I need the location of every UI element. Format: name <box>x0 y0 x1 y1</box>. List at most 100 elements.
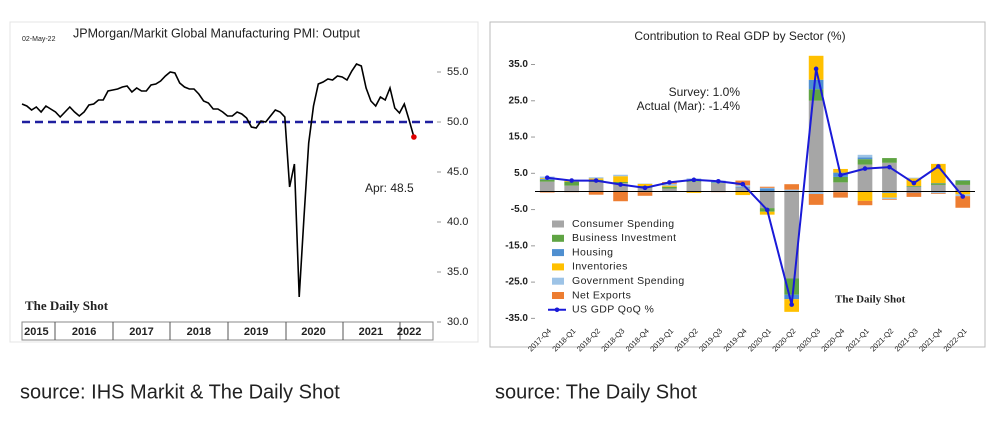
legend-label: Business Investment <box>572 232 676 244</box>
bar-segment <box>613 176 628 183</box>
bar-segment <box>833 192 848 198</box>
source-2: source: The Daily Shot <box>495 381 697 403</box>
gdp-point <box>667 180 672 185</box>
x-tick-label: 2016 <box>72 326 96 338</box>
bar-segment <box>882 191 897 193</box>
bar-segment <box>588 182 604 192</box>
x-tick-label: 2015 <box>24 326 48 338</box>
panel-1 <box>9 21 479 343</box>
y-tick-label: 55.0 <box>447 66 468 78</box>
gdp-line <box>547 68 964 305</box>
bar-segment <box>857 164 873 192</box>
bar-segment <box>882 197 897 200</box>
bar-segment <box>686 191 702 193</box>
bar-segment <box>662 185 677 187</box>
bar-segment <box>784 191 799 279</box>
chart-title: Contribution to Real GDP by Sector (%) <box>634 29 845 43</box>
gdp-point <box>569 178 574 183</box>
bar-segment <box>613 191 628 202</box>
legend-symbol <box>554 307 560 313</box>
source-1: source: IHS Markit & The Daily Shot <box>20 381 340 403</box>
x-tick-label: 2021 <box>359 326 383 338</box>
bar-segment <box>906 186 922 192</box>
bar-segment <box>955 184 971 192</box>
gdp-point <box>764 207 770 213</box>
bar-segment <box>662 183 677 186</box>
gdp-point <box>960 194 966 199</box>
year-separators <box>54 322 401 340</box>
y-tick-label: 15.0 <box>509 132 529 143</box>
bar-segment <box>857 157 873 160</box>
bar-segment <box>808 79 824 90</box>
y-tick-label: 5.0 <box>514 168 528 179</box>
bar-segment <box>735 191 751 196</box>
legend-symbol <box>552 234 564 242</box>
bar-segment <box>564 185 579 192</box>
y-tick-label: 40.0 <box>447 216 468 228</box>
bar-segment <box>662 186 677 189</box>
y-tick-label: 45.0 <box>447 166 468 178</box>
bar-segment <box>759 186 775 188</box>
bar-segment <box>808 193 824 205</box>
annotation: Actual (Mar): -1.4% <box>637 99 741 113</box>
last-point <box>411 134 417 140</box>
gdp-point <box>618 182 623 187</box>
bar-segment <box>808 89 824 101</box>
legend-label: US GDP QoQ % <box>572 304 654 316</box>
x-tick-label: 2022 <box>397 326 421 338</box>
bar-segment <box>931 183 946 185</box>
bar-segment <box>613 183 628 192</box>
bar-segment <box>759 187 775 189</box>
bar-segment <box>931 191 946 194</box>
watermark: The Daily Shot <box>25 298 109 313</box>
bar-segment <box>833 182 848 192</box>
legend-label: Consumer Spending <box>572 218 675 230</box>
bar-segment <box>882 192 897 198</box>
bar-segment <box>906 192 922 197</box>
gdp-point <box>862 166 868 171</box>
chart-title: JPMorgan/Markit Global Manufacturing PMI… <box>73 26 360 40</box>
bar-segment <box>759 188 775 192</box>
bar-segment <box>833 176 848 183</box>
legend-label: Inventories <box>572 261 628 273</box>
legend-symbol <box>552 263 564 271</box>
bar-segment <box>857 191 873 201</box>
x-tick-label: 2019 <box>244 326 268 338</box>
watermark: The Daily Shot <box>835 294 906 306</box>
y-tick-label: -25.0 <box>505 277 528 288</box>
bar-segment <box>857 159 873 165</box>
bar-segment <box>882 158 897 163</box>
bar-segment <box>955 191 971 195</box>
y-tick-label: -5.0 <box>511 204 529 215</box>
annotation: Survey: 1.0% <box>669 85 741 99</box>
gdp-point <box>936 164 941 169</box>
legend-symbol <box>552 249 564 257</box>
bar-segment <box>686 182 702 192</box>
gdp-point <box>740 181 746 187</box>
gdp-point <box>642 185 648 191</box>
bar-segment <box>955 196 971 208</box>
bar-segment <box>637 192 653 196</box>
y-tick-label: 35.0 <box>447 266 468 278</box>
date-label: 02-May-22 <box>22 36 56 43</box>
gdp-point <box>838 172 843 178</box>
bar-segment <box>955 180 971 185</box>
legend-label: Government Spending <box>572 275 685 287</box>
y-tick-label: -15.0 <box>505 240 528 251</box>
bar-segment <box>539 181 555 192</box>
y-tick-label: -35.0 <box>505 313 528 324</box>
x-tick-label: 2017 <box>129 326 153 338</box>
gdp-point <box>716 178 721 184</box>
gdp-point <box>789 302 794 307</box>
y-tick-label: 35.0 <box>509 59 529 70</box>
bar-segment <box>588 177 604 179</box>
legend-symbol <box>552 220 564 228</box>
gdp-point <box>544 175 550 180</box>
bar-segment <box>662 188 677 192</box>
gdp-point <box>911 180 917 186</box>
gdp-point <box>691 177 697 183</box>
bar-segment <box>784 189 799 192</box>
bar-segment <box>808 191 824 194</box>
y-tick-label: 30.0 <box>447 316 468 328</box>
